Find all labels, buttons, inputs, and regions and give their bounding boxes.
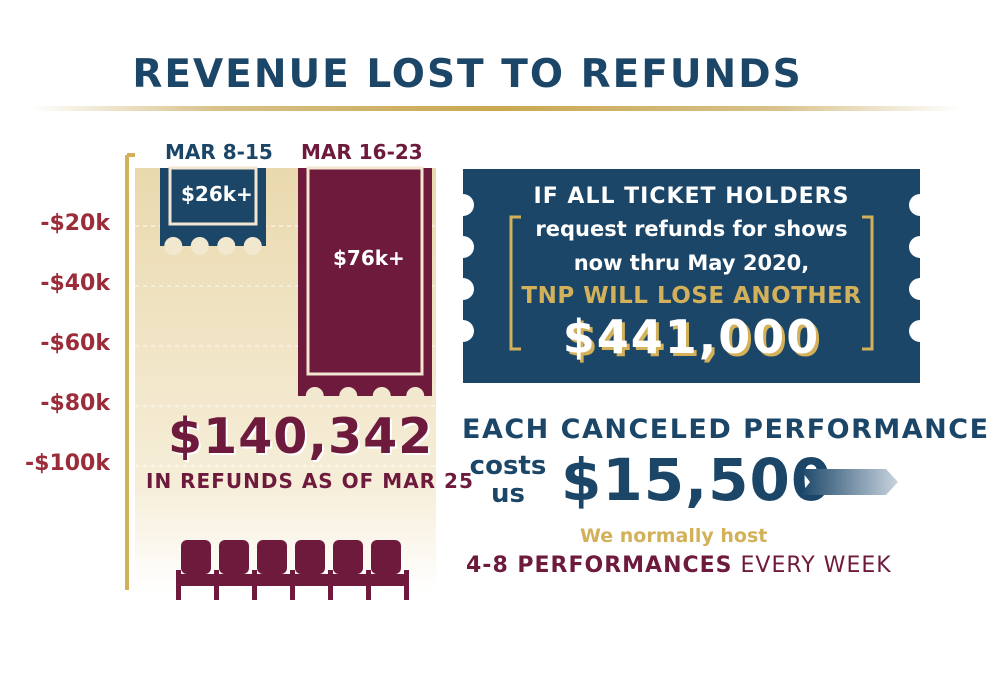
frequency-bold: 4-8 PERFORMANCES	[466, 553, 733, 578]
ticket-panel	[463, 169, 920, 383]
category-label-mar-8-15: MAR 8-15	[165, 140, 273, 164]
costs-line-2: us	[491, 479, 525, 509]
bar	[160, 166, 266, 255]
performance-heading: EACH CANCELED PERFORMANCE	[462, 414, 990, 445]
y-tick-label: -$100k	[25, 451, 110, 476]
normally-host-text: We normally host	[580, 525, 768, 547]
y-tick-label: -$20k	[40, 211, 110, 236]
bar	[298, 166, 432, 405]
costs-line-1: costs	[469, 451, 547, 481]
refund-total-amount: $140,342	[168, 408, 434, 465]
ticket-line-2: request refunds for shows	[535, 217, 848, 241]
performance-frequency: 4-8 PERFORMANCES EVERY WEEK	[466, 553, 892, 578]
y-tick-label: -$40k	[40, 271, 110, 296]
arrow-right-icon	[800, 469, 898, 495]
ticket-line-3: now thru May 2020,	[573, 251, 810, 275]
title-divider	[30, 106, 960, 111]
category-label-mar-16-23: MAR 16-23	[301, 140, 423, 164]
bar-chart	[125, 153, 436, 600]
ticket-line-1: IF ALL TICKET HOLDERS	[533, 184, 850, 209]
refund-total-caption: IN REFUNDS AS OF MAR 25	[146, 469, 474, 493]
bar-value-label: $76k+	[333, 246, 405, 270]
y-tick-label: -$80k	[40, 391, 110, 416]
y-tick-label: -$60k	[40, 331, 110, 356]
ticket-line-4: TNP WILL LOSE ANOTHER	[521, 283, 862, 309]
costs-label: costs us	[463, 452, 553, 508]
page-title: REVENUE LOST TO REFUNDS	[132, 52, 803, 97]
performance-cost-amount: $15,500	[561, 446, 833, 514]
ticket-amount: $441,000	[562, 310, 821, 364]
bar-value-label: $26k+	[181, 182, 253, 206]
frequency-rest: EVERY WEEK	[732, 553, 892, 578]
theater-seats-icon	[176, 540, 409, 600]
